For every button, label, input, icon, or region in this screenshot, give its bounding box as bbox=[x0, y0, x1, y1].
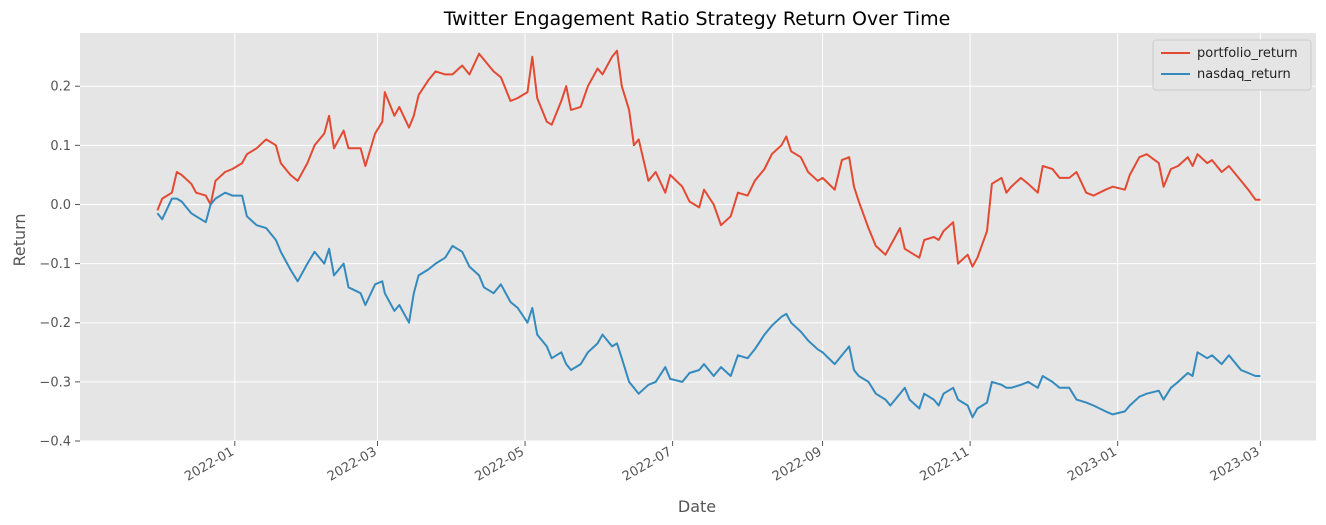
grid-lines bbox=[80, 33, 1316, 442]
legend-label-portfolio-return: portfolio_return bbox=[1197, 46, 1298, 61]
y-tick-label: −0.4 bbox=[39, 435, 71, 450]
series-line-portfolio-return bbox=[156, 49, 1261, 268]
legend: portfolio_return nasdaq_return bbox=[1152, 39, 1312, 91]
y-axis-ticks: −0.4 −0.3 −0.2 −0.1 0.0 0.1 0.2 bbox=[39, 80, 80, 450]
y-tick-label: 0.1 bbox=[50, 139, 71, 154]
plot-area bbox=[80, 33, 1316, 441]
y-tick-label: −0.3 bbox=[39, 375, 71, 390]
series-line-nasdaq-return bbox=[156, 191, 1261, 419]
legend-label-nasdaq-return: nasdaq_return bbox=[1197, 67, 1291, 82]
y-tick-label: 0.2 bbox=[50, 80, 71, 95]
x-axis-label: Date bbox=[678, 497, 716, 516]
y-tick-label: −0.1 bbox=[39, 257, 71, 272]
chart-title: Twitter Engagement Ratio Strategy Return… bbox=[443, 8, 951, 30]
y-tick-label: 0.0 bbox=[50, 198, 71, 213]
y-tick-label: −0.2 bbox=[39, 316, 71, 331]
series-layer bbox=[156, 49, 1261, 419]
legend-box bbox=[1152, 39, 1312, 91]
y-axis-label: Return bbox=[10, 213, 29, 266]
